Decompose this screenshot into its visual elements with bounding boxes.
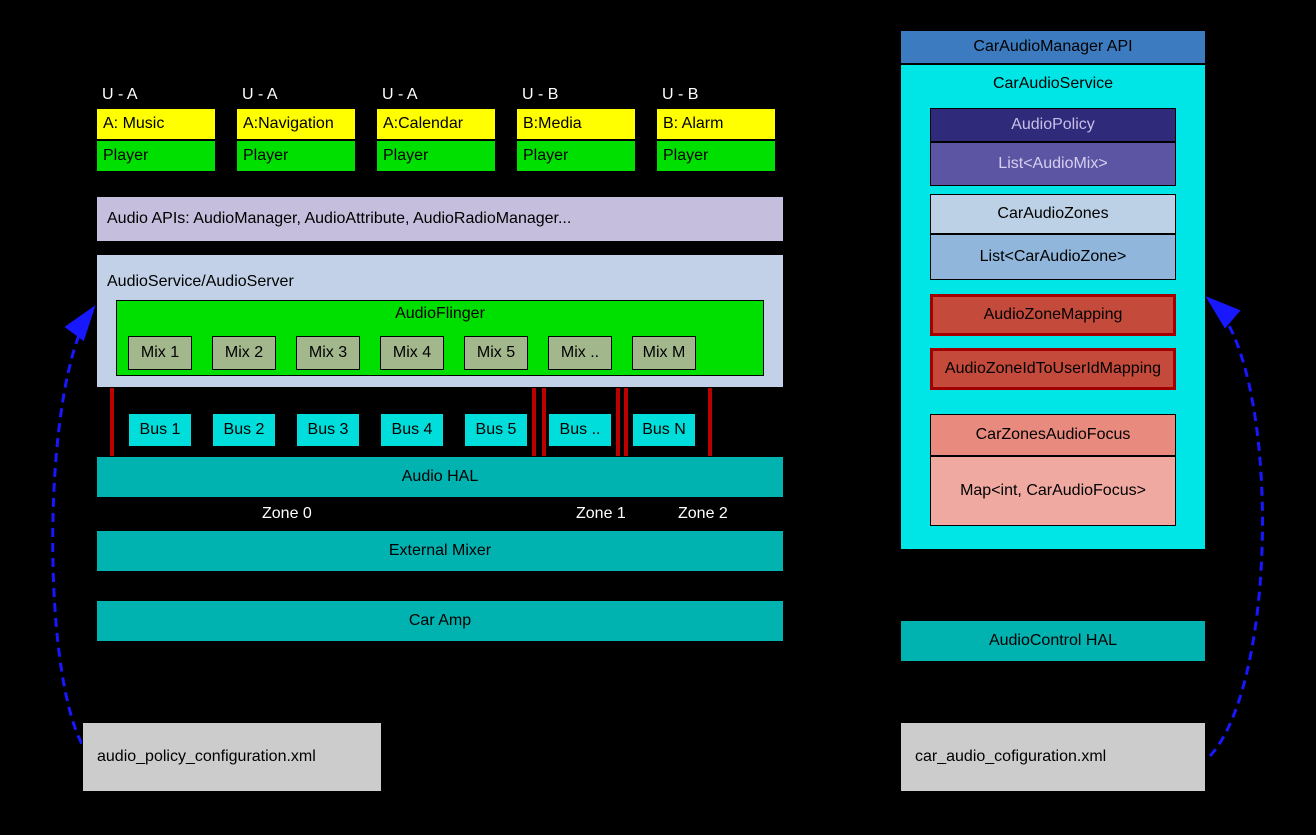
mix-box: Mix 5 — [464, 336, 528, 370]
user-label: U - B — [656, 82, 776, 108]
user-label: U - A — [236, 82, 356, 108]
player-box: Player — [516, 140, 636, 172]
audio-zone-mapping: AudioZoneMapping — [930, 294, 1176, 336]
mix-box: Mix 3 — [296, 336, 360, 370]
bus-box: Bus N — [632, 413, 696, 447]
audio-hal: Audio HAL — [96, 456, 784, 498]
mix-box: Mix 4 — [380, 336, 444, 370]
player-box: Player — [376, 140, 496, 172]
bus-box: Bus 2 — [212, 413, 276, 447]
audio-zone-id-mapping: AudioZoneIdToUserIdMapping — [930, 348, 1176, 390]
user-label: U - B — [516, 82, 636, 108]
app-box: A:Calendar — [376, 108, 496, 140]
car-audio-manager: CarAudioManager API — [900, 30, 1206, 64]
app-box: B: Alarm — [656, 108, 776, 140]
external-mixer: External Mixer — [96, 530, 784, 572]
player-box: Player — [656, 140, 776, 172]
user-label: U - A — [376, 82, 496, 108]
map-focus: Map<int, CarAudioFocus> — [930, 456, 1176, 526]
user-label: U - A — [96, 82, 216, 108]
zone0-label: Zone 0 — [262, 504, 342, 524]
list-audiomix: List<AudioMix> — [930, 142, 1176, 186]
zone2-label: Zone 2 — [678, 504, 758, 524]
mix-box: Mix .. — [548, 336, 612, 370]
car-amp: Car Amp — [96, 600, 784, 642]
bus-box: Bus 4 — [380, 413, 444, 447]
right-xml-file: car_audio_cofiguration.xml — [900, 722, 1206, 792]
app-box: A: Music — [96, 108, 216, 140]
car-zones-audio-focus: CarZonesAudioFocus — [930, 414, 1176, 456]
player-box: Player — [96, 140, 216, 172]
audio-policy: AudioPolicy — [930, 108, 1176, 142]
mix-box: Mix M — [632, 336, 696, 370]
bus-box: Bus .. — [548, 413, 612, 447]
list-car-audio-zone: List<CarAudioZone> — [930, 234, 1176, 280]
player-box: Player — [236, 140, 356, 172]
left-xml-file: audio_policy_configuration.xml — [82, 722, 382, 792]
bus-box: Bus 3 — [296, 413, 360, 447]
mix-box: Mix 2 — [212, 336, 276, 370]
car-audio-zones: CarAudioZones — [930, 194, 1176, 234]
app-box: A:Navigation — [236, 108, 356, 140]
app-box: B:Media — [516, 108, 636, 140]
audio-control-hal: AudioControl HAL — [900, 620, 1206, 662]
bus-box: Bus 1 — [128, 413, 192, 447]
bus-box: Bus 5 — [464, 413, 528, 447]
mix-box: Mix 1 — [128, 336, 192, 370]
zone1-label: Zone 1 — [576, 504, 656, 524]
audio-apis: Audio APIs: AudioManager, AudioAttribute… — [96, 196, 784, 242]
